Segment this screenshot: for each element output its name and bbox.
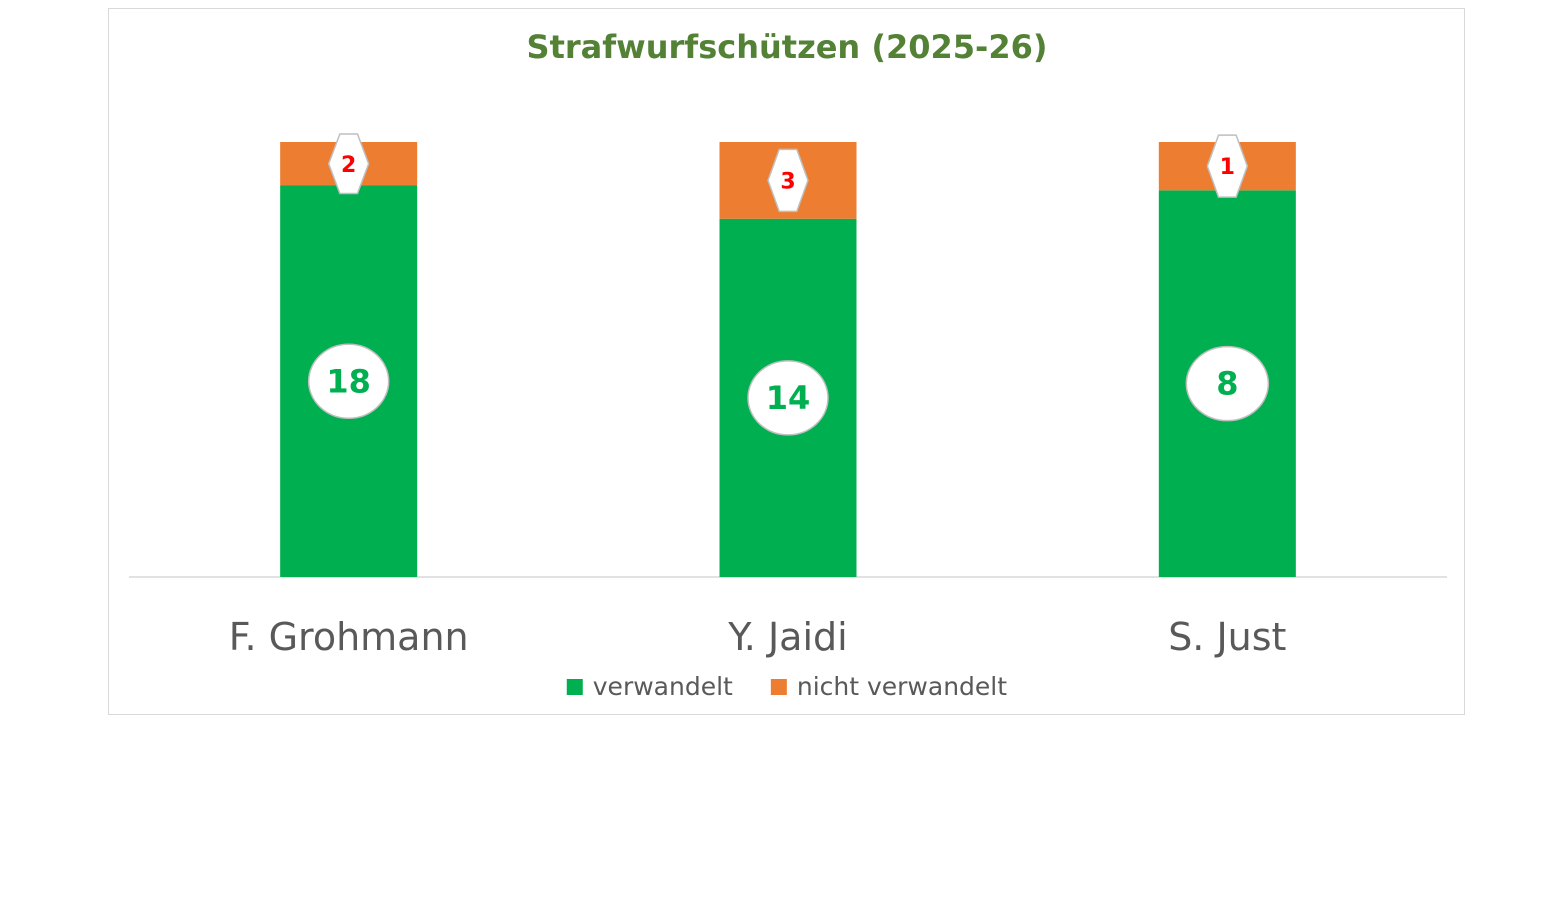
label-bubble-verwandelt-0	[307, 343, 390, 419]
data-label-verwandelt-0: 18	[326, 362, 371, 400]
legend: verwandelt nicht verwandelt	[566, 672, 1007, 701]
label-bubble-nicht-verwandelt-1	[767, 148, 809, 213]
labels-layer: 18 2 14 3 8 1	[307, 133, 1270, 436]
legend-label-0: verwandelt	[593, 672, 733, 701]
category-label-1: Y. Jaidi	[727, 615, 847, 659]
category-label-2: S. Just	[1168, 615, 1286, 659]
legend-swatch-0	[566, 679, 583, 695]
legend-swatch-1	[770, 679, 787, 695]
category-labels: F. Grohmann Y. Jaidi S. Just	[229, 615, 1287, 659]
label-bubble-verwandelt-1	[747, 360, 829, 436]
chart-frame: Strafwurfschützen (2025-26) 18 2 14 3 8 1 F. …	[108, 8, 1465, 715]
chart-svg: Strafwurfschützen (2025-26) 18 2 14 3 8 1 F. …	[129, 28, 1447, 701]
category-label-0: F. Grohmann	[229, 615, 469, 659]
data-label-nicht-verwandelt-0: 2	[341, 153, 356, 178]
data-label-nicht-verwandelt-2: 1	[1220, 155, 1235, 180]
label-bubble-nicht-verwandelt-0	[327, 133, 370, 195]
data-label-nicht-verwandelt-1: 3	[780, 169, 795, 194]
data-label-verwandelt-1: 14	[766, 379, 811, 417]
label-bubble-nicht-verwandelt-2	[1206, 134, 1249, 198]
label-bubble-verwandelt-2	[1185, 345, 1270, 422]
data-label-verwandelt-2: 8	[1216, 365, 1238, 403]
chart-title: Strafwurfschützen (2025-26)	[527, 28, 1048, 66]
legend-label-1: nicht verwandelt	[797, 672, 1007, 701]
